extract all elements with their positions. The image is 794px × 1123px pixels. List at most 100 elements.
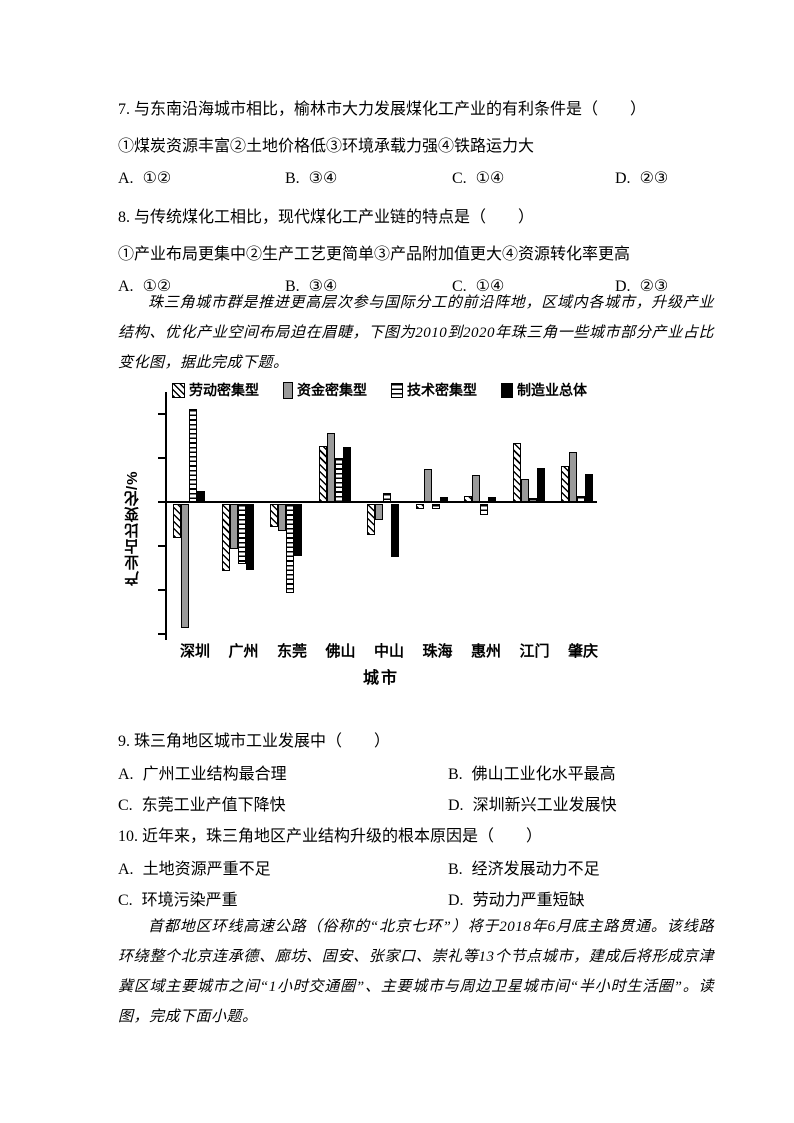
legend-item-technology: 技术密集型	[391, 380, 477, 400]
bar-珠海-资金密集型	[423, 469, 432, 502]
question-9-line: 9. 珠三角地区城市工业发展中（ ）	[118, 727, 718, 751]
diagonal-hatch-swatch-icon	[172, 382, 185, 398]
option-10-C: C. 环境污染严重	[118, 886, 238, 910]
option-label: A.	[118, 766, 134, 783]
question-7-options: A. ①② B. ③④ C. ①④ D. ②③	[118, 168, 758, 190]
option-text: ③④	[308, 170, 338, 187]
bar-中山-资金密集型	[375, 503, 383, 520]
bar-肇庆-劳动密集型	[561, 465, 569, 502]
bar-珠海-劳动密集型	[415, 503, 424, 510]
question-10-text: 近年来，珠三角地区产业结构升级的根本原因是（ ）	[142, 828, 543, 845]
option-text: ①④	[475, 278, 505, 295]
question-9-options-row-1: A. 广州工业结构最合理 B. 佛山工业化水平最高	[118, 760, 758, 784]
legend-label: 劳动密集型	[189, 382, 259, 398]
bar-东莞-技术密集型	[286, 503, 294, 594]
option-text: 东莞工业产值下降快	[141, 797, 286, 814]
question-10-line: 10. 近年来，珠三角地区产业结构升级的根本原因是（ ）	[118, 822, 718, 846]
question-7-number: 7.	[118, 101, 130, 118]
option-text: 劳动力严重短缺	[472, 892, 585, 909]
option-label: B.	[285, 278, 300, 295]
option-label: A.	[118, 861, 134, 878]
option-label: B.	[285, 170, 300, 187]
x-category-label: 广州	[228, 643, 259, 660]
y-axis-tick	[158, 412, 165, 415]
option-label: D.	[615, 278, 631, 295]
bar-佛山-资金密集型	[326, 433, 335, 502]
question-10-options-row-2: C. 环境污染严重 D. 劳动力严重短缺	[118, 886, 758, 910]
bar-东莞-资金密集型	[278, 503, 286, 532]
y-axis-tick	[158, 500, 165, 503]
black-swatch-icon	[501, 382, 513, 398]
option-label: C.	[118, 797, 133, 814]
option-10-D: D. 劳动力严重短缺	[448, 886, 585, 910]
option-9-B: B. 佛山工业化水平最高	[448, 760, 616, 784]
horizontal-stripes-swatch-icon	[391, 382, 403, 398]
bar-肇庆-资金密集型	[569, 451, 577, 502]
bar-佛山-劳动密集型	[318, 446, 327, 502]
bar-江门-资金密集型	[520, 478, 529, 502]
question-7-text: 与东南沿海城市相比，榆林市大力发展煤化工产业的有利条件是（ ）	[134, 101, 647, 118]
option-label: A.	[118, 170, 134, 187]
option-text: 土地资源严重不足	[142, 861, 271, 878]
x-category-label: 珠海	[422, 643, 453, 660]
option-7-D: D. ②③	[615, 168, 668, 188]
option-8-A: A. ①②	[118, 276, 171, 296]
option-text: 经济发展动力不足	[471, 861, 600, 878]
y-axis-tick	[158, 544, 165, 547]
bar-惠州-技术密集型	[480, 503, 488, 516]
bar-广州-技术密集型	[237, 503, 246, 564]
question-8-line: 8. 与传统煤化工相比，现代煤化工产业链的特点是（ ）	[118, 203, 718, 227]
option-10-A: A. 土地资源严重不足	[118, 855, 271, 879]
option-label: C.	[452, 278, 467, 295]
option-label: D.	[615, 170, 631, 187]
question-8-text: 与传统煤化工相比，现代煤化工产业链的特点是（ ）	[134, 209, 535, 226]
bar-深圳-技术密集型	[189, 408, 197, 502]
industry-change-bar-chart: 产业占比变化/% 深圳 广州 东莞 佛山 中山 珠海 惠州 江门 肇庆 劳动密集型 资金密集型 …	[118, 381, 658, 694]
option-text: ①②	[142, 278, 172, 295]
bar-肇庆-制造业总体	[585, 473, 593, 502]
gray-swatch-icon	[283, 381, 293, 399]
bar-珠海-制造业总体	[439, 496, 448, 502]
bar-东莞-制造业总体	[294, 503, 302, 556]
option-7-A: A. ①②	[118, 168, 171, 188]
legend-label: 资金密集型	[297, 382, 367, 398]
option-text: 广州工业结构最合理	[142, 766, 287, 783]
intro-paragraph-beijing-ring-road: 首都地区环线高速公路（俗称的“北京七环”）将于2018年6月底主路贯通。该线路环…	[118, 919, 714, 1025]
option-8-C: C. ①④	[452, 276, 504, 296]
bar-惠州-资金密集型	[472, 475, 480, 502]
option-text: 环境污染严重	[141, 892, 238, 909]
question-7-line: 7. 与东南沿海城市相比，榆林市大力发展煤化工产业的有利条件是（ ）	[118, 95, 718, 119]
y-axis-tick	[158, 588, 165, 591]
x-category-label: 江门	[519, 643, 550, 660]
bar-江门-制造业总体	[536, 468, 545, 502]
x-category-label: 深圳	[179, 643, 210, 660]
question-9-options-row-2: C. 东莞工业产值下降快 D. 深圳新兴工业发展快	[118, 791, 758, 815]
bar-中山-制造业总体	[391, 503, 399, 558]
bar-江门-技术密集型	[528, 498, 537, 502]
bar-肇庆-技术密集型	[577, 495, 585, 502]
bar-佛山-技术密集型	[334, 457, 343, 502]
option-text: ①②	[142, 170, 172, 187]
legend-label: 技术密集型	[407, 382, 477, 398]
bar-广州-资金密集型	[229, 503, 238, 549]
y-axis-tick	[158, 632, 165, 635]
legend-item-manufacturing-total: 制造业总体	[501, 380, 587, 400]
option-9-D: D. 深圳新兴工业发展快	[448, 791, 617, 815]
intro-paragraph-pearl-river-delta: 珠三角城市群是推进更高层次参与国际分工的前沿阵地，区域内各城市，升级产业结构、优…	[118, 295, 714, 371]
x-category-label: 中山	[373, 643, 404, 660]
x-category-label: 肇庆	[567, 643, 598, 660]
option-text: ②③	[639, 170, 669, 187]
question-8-number: 8.	[118, 209, 130, 226]
chart-legend: 劳动密集型 资金密集型 技术密集型 制造业总体	[172, 380, 587, 400]
x-category-label: 佛山	[325, 643, 356, 660]
question-9-text: 珠三角地区城市工业发展中（ ）	[134, 733, 391, 750]
bar-深圳-劳动密集型	[173, 503, 181, 539]
bar-广州-制造业总体	[245, 503, 254, 570]
x-category-label: 东莞	[276, 643, 307, 660]
question-7-choices: ①煤炭资源丰富②土地价格低③环境承载力强④铁路运力大	[118, 138, 535, 155]
legend-item-capital: 资金密集型	[283, 380, 367, 400]
option-label: D.	[448, 797, 464, 814]
bar-珠海-技术密集型	[431, 503, 440, 510]
bar-惠州-制造业总体	[488, 496, 496, 502]
